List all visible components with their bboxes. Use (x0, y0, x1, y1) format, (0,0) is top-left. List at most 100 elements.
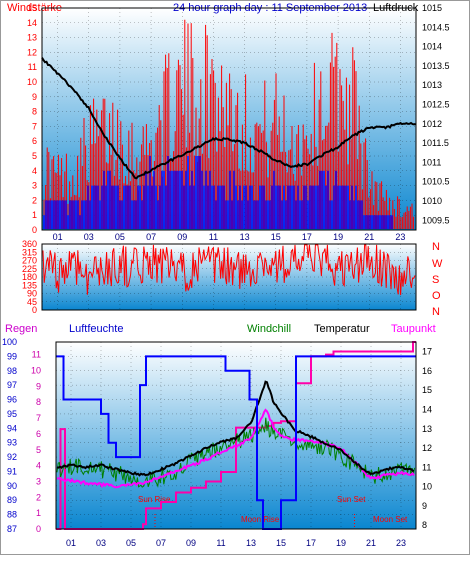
temperature-x-tick-label: 03 (96, 538, 106, 548)
rain-axis-tick: 3 (36, 476, 41, 486)
temperature-axis-tick: 14 (422, 404, 432, 414)
humidity-axis-tick: 94 (7, 423, 17, 433)
wind-x-tick-label: 09 (177, 232, 187, 242)
pressure-series-line (41, 57, 416, 180)
pressure-axis-tick: 1013.5 (422, 61, 450, 71)
humidity-axis-tick: 88 (7, 510, 17, 520)
direction-label-n-top: N (432, 241, 440, 253)
rain-axis-tick: 7 (36, 413, 41, 423)
wind-axis-tick: 9 (32, 92, 37, 102)
legend-dewpoint: Taupunkt (391, 323, 436, 335)
wind-direction-series-line (42, 244, 416, 296)
wind-axis-tick: 3 (32, 181, 37, 191)
direction-axis-tick: 360 (22, 239, 37, 249)
rain-axis-tick: 5 (36, 445, 41, 455)
annotation-moon-rise: Moon Rise (241, 515, 280, 524)
wind-x-tick-label: 21 (364, 232, 374, 242)
direction-label-n-bottom: N (432, 306, 440, 318)
humidity-axis-tick: 93 (7, 438, 17, 448)
rain-axis-tick: 8 (36, 397, 41, 407)
rain-axis-tick: 11 (32, 350, 41, 360)
pressure-axis-tick: 1012.5 (422, 100, 450, 110)
rain-axis-tick: 2 (36, 492, 41, 502)
wind-x-tick-label: 15 (271, 232, 281, 242)
humidity-axis-tick: 91 (7, 466, 17, 476)
humidity-axis-tick: 98 (7, 366, 17, 376)
annotation-sun-rise: Sun Rise (138, 495, 171, 504)
humidity-axis-tick: 96 (7, 395, 17, 405)
humidity-axis-tick: 90 (7, 481, 17, 491)
direction-label-o: O (432, 290, 441, 302)
wind-axis-tick: 11 (28, 62, 37, 72)
annotation-sun-set: Sun Set (337, 495, 366, 504)
temperature-axis-tick: 9 (422, 501, 427, 511)
wind-axis-tick: 0 (32, 225, 37, 235)
temperature-x-tick-label: 15 (276, 538, 286, 548)
humidity-axis-tick: 99 (7, 351, 17, 361)
rain-axis-tick: 6 (36, 429, 41, 439)
wind-axis-tick: 12 (27, 47, 37, 57)
temperature-x-tick-label: 13 (246, 538, 256, 548)
wind-axis-tick: 8 (32, 107, 37, 117)
wind-axis-tick: 13 (27, 33, 37, 43)
wind-x-tick-label: 13 (240, 232, 250, 242)
humidity-axis-tick: 95 (7, 409, 17, 419)
direction-axis-tick: 135 (22, 280, 37, 290)
pressure-axis-tick: 1011 (422, 157, 441, 167)
pressure-axis-tick: 1011.5 (422, 138, 449, 148)
temperature-frame (55, 341, 417, 530)
legend-windchill: Windchill (247, 323, 291, 335)
wind-axis-tick: 1 (32, 210, 37, 220)
direction-axis-tick: 270 (22, 256, 37, 266)
data-marks-layer (41, 19, 416, 530)
wind-axis-tick: 10 (27, 77, 37, 87)
direction-axis-tick: 90 (27, 289, 37, 299)
temperature-series-line (56, 380, 415, 477)
wind-x-tick-label: 05 (115, 232, 125, 242)
temperature-axis-tick: 11 (422, 462, 431, 472)
wind-axis-tick: 2 (32, 195, 37, 205)
temperature-axis-tick: 12 (422, 443, 432, 453)
pressure-axis-tick: 1014 (422, 42, 442, 52)
wind-x-tick-label: 19 (333, 232, 343, 242)
temperature-x-tick-label: 21 (366, 538, 376, 548)
temperature-x-tick-label: 05 (126, 538, 136, 548)
wind-x-tick-label: 11 (209, 232, 218, 242)
temperature-axis-tick: 13 (422, 424, 432, 434)
rain-axis-tick: 9 (36, 381, 41, 391)
humidity-axis-tick: 100 (2, 337, 17, 347)
wind-speed-header-label: Windstärke (7, 2, 62, 14)
rain-axis-tick: 10 (31, 366, 41, 376)
wind-pressure-frame (41, 7, 417, 231)
legend-rain: Regen (5, 323, 37, 335)
direction-axis-tick: 180 (22, 272, 37, 282)
wind-x-tick-label: 23 (395, 232, 405, 242)
wind-axis-tick: 15 (27, 3, 37, 13)
temperature-x-tick-label: 01 (66, 538, 76, 548)
wind-x-tick-label: 07 (146, 232, 156, 242)
axis-labels-layer: 01234567891011121314151009.510101010.510… (2, 3, 450, 548)
pressure-axis-tick: 1010.5 (422, 177, 450, 187)
temperature-x-tick-label: 07 (156, 538, 166, 548)
temperature-axis-tick: 15 (422, 385, 432, 395)
temperature-x-tick-label: 11 (216, 538, 225, 548)
direction-axis-tick: 315 (22, 247, 37, 257)
direction-label-w: W (432, 258, 443, 270)
direction-axis-tick: 45 (27, 297, 37, 307)
legend-humidity: Luftfeuchte (69, 323, 123, 335)
direction-axis-tick: 0 (32, 305, 37, 315)
temperature-axis-tick: 8 (422, 520, 427, 530)
rain-axis-tick: 1 (36, 508, 41, 518)
wind-axis-tick: 5 (32, 151, 37, 161)
rain-axis-tick: 0 (36, 524, 41, 534)
wind-axis-tick: 7 (32, 121, 37, 131)
humidity-series-line (56, 355, 416, 530)
direction-axis-tick: 225 (22, 264, 37, 274)
wind-axis-tick: 14 (27, 18, 37, 28)
humidity-axis-tick: 92 (7, 452, 17, 462)
pressure-axis-tick: 1014.5 (422, 22, 450, 32)
legend-temperature: Temperatur (314, 323, 370, 335)
pressure-axis-tick: 1012 (422, 119, 442, 129)
humidity-axis-tick: 97 (7, 380, 17, 390)
